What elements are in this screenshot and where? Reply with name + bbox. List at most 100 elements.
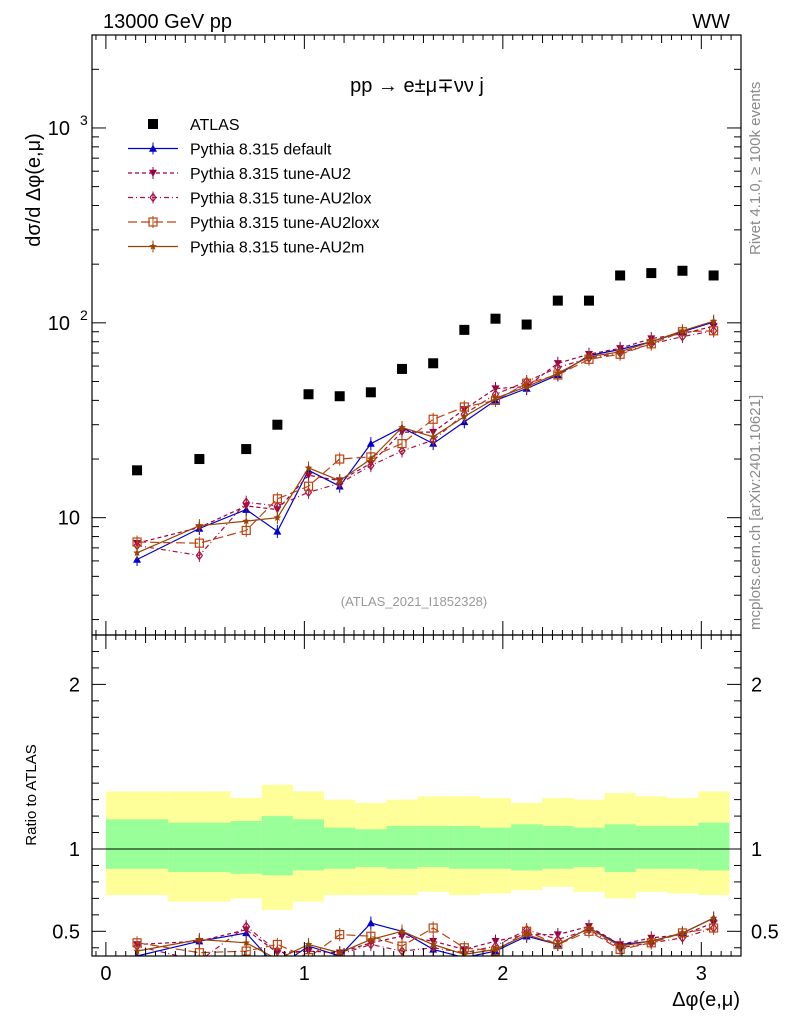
data-point: [428, 358, 439, 369]
ratio-band-inner: [511, 824, 543, 871]
legend-marker: [148, 119, 158, 129]
ratio-band-inner: [573, 827, 605, 868]
ratio-band-inner: [230, 821, 262, 874]
data-point: [429, 432, 437, 441]
y-tick-exponent: 3: [80, 112, 88, 128]
data-point: [398, 423, 406, 431]
ratio-series-4: [133, 911, 718, 956]
data-point: [133, 548, 141, 557]
data-point: [273, 527, 282, 535]
data-point: [365, 387, 376, 398]
ratio-series-group: [132, 911, 719, 956]
data-point: [194, 538, 204, 548]
ratio-band-inner: [324, 827, 356, 869]
ratio-point: [366, 919, 375, 927]
data-point: [491, 394, 500, 402]
ratio-point: [133, 947, 141, 955]
ratio-point: [195, 935, 204, 943]
series-line: [137, 330, 714, 557]
x-tick-label: 0: [100, 963, 111, 985]
ratio-y-label: Ratio to ATLAS: [23, 744, 40, 845]
ratio-line: [136, 917, 714, 956]
legend-entry: ATLAS: [148, 117, 240, 134]
ratio-band-inner: [448, 825, 481, 869]
series-4: [132, 324, 719, 550]
data-point: [709, 317, 718, 325]
data-point: [304, 463, 313, 472]
data-point: [678, 326, 687, 334]
data-point: [459, 324, 470, 335]
data-point: [366, 439, 375, 447]
ratio-point: [367, 939, 375, 950]
ratio-point: [398, 927, 406, 935]
ratio-band-inner: [604, 824, 636, 873]
side-label-mcplots: mcplots.cern.ch [arXiv:2401.10621]: [747, 395, 764, 630]
ratio-point: [616, 942, 624, 950]
data-point: [585, 352, 593, 360]
ratio-point: [397, 941, 407, 951]
data-point: [132, 465, 143, 476]
main-series-group: [132, 265, 719, 567]
ratio-point: [242, 921, 250, 932]
data-point: [335, 476, 344, 484]
legend-label: Pythia 8.315 tune-AU2loxx: [190, 215, 379, 232]
data-point: [460, 412, 469, 420]
legend-label: Pythia 8.315 tune-AU2lox: [190, 191, 371, 208]
ratio-line: [136, 917, 714, 956]
data-point: [397, 438, 407, 449]
data-point: [708, 270, 719, 281]
series-1: [133, 315, 718, 567]
data-point: [521, 319, 532, 330]
ratio-plot-panel: 0 1 2 3 0.5 0.5 1 1 2 2: [52, 35, 779, 985]
ratio-point: [199, 955, 200, 956]
ratio-point: [460, 950, 469, 956]
data-point: [195, 550, 204, 561]
legend-marker: [149, 144, 157, 152]
data-point: [677, 265, 688, 276]
header-energy: 13000 GeV pp: [103, 11, 232, 33]
ratio-point: [304, 940, 313, 948]
legend-entry: Pythia 8.315 tune-AU2m: [128, 240, 364, 257]
ratio-band-inner: [417, 825, 449, 868]
ratio-point: [242, 938, 250, 947]
series-line: [137, 330, 714, 544]
x-tick-label: 2: [497, 963, 508, 985]
data-point: [242, 517, 250, 525]
series-line: [136, 320, 714, 554]
data-point: [272, 419, 283, 430]
data-point: [242, 497, 250, 508]
legend: ATLAS Pythia 8.315 default Pythia 8.315 tu…: [128, 117, 379, 257]
data-point: [552, 295, 563, 306]
data-point: [334, 391, 345, 402]
ratio-point: [647, 937, 656, 945]
legend-label: Pythia 8.315 tune-AU2m: [190, 240, 364, 257]
ratio-y-tick-label-right: 1: [751, 839, 762, 861]
legend-entry: Pythia 8.315 tune-AU2loxx: [128, 215, 379, 232]
series-5: [133, 314, 718, 560]
data-point: [303, 389, 314, 400]
data-point: [615, 270, 626, 281]
data-point: [241, 444, 252, 455]
ratio-line: [137, 927, 714, 956]
ratio-point: [709, 914, 718, 922]
ratio-line: [137, 922, 714, 954]
ratio-point: [335, 929, 345, 940]
legend-marker: [149, 242, 157, 250]
ratio-y-tick-label: 0.5: [52, 921, 80, 943]
data-point: [303, 481, 314, 491]
data-point: [647, 337, 656, 345]
y-tick-label: 10: [48, 118, 70, 140]
analysis-id: (ATLAS_2021_I1852328): [341, 594, 487, 609]
ratio-frame: [91, 634, 742, 957]
y-tick-exponent: 2: [80, 307, 88, 323]
ratio-band-inner: [355, 829, 387, 868]
series-line: [136, 321, 714, 561]
data-point: [583, 295, 594, 306]
ratio-band-inner: [635, 825, 667, 869]
ratio-band-inner: [386, 825, 418, 869]
data-point: [398, 445, 406, 456]
ratio-band-inner: [261, 816, 293, 876]
data-point: [367, 455, 375, 463]
data-point: [132, 537, 142, 547]
data-point: [522, 382, 531, 390]
